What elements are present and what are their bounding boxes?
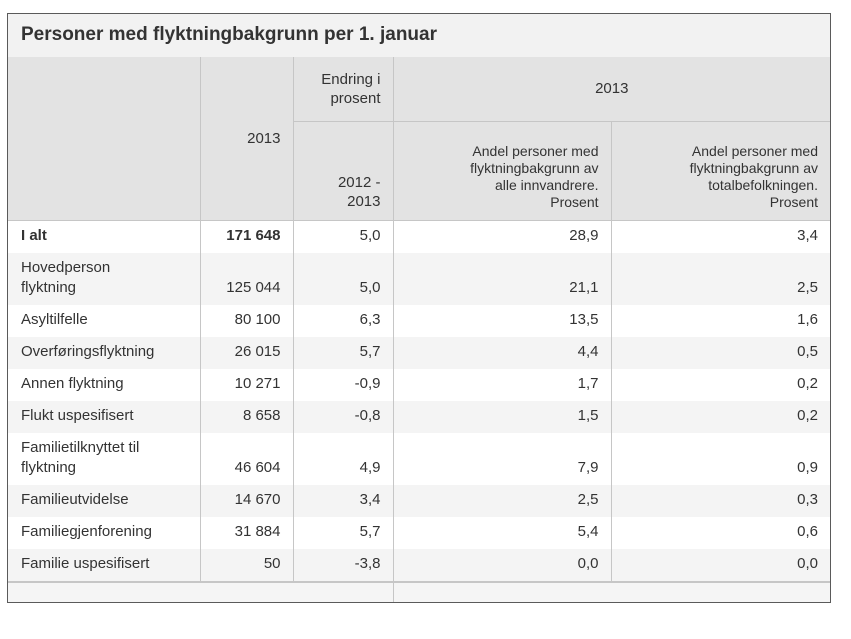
cell-share-immigrants: 1,5 — [392, 400, 611, 433]
statistics-table-panel: Personer med flyktningbakgrunn per 1. ja… — [7, 13, 831, 603]
cell-share-immigrants: 21,1 — [392, 252, 611, 305]
cell-share-population: 0,3 — [610, 484, 830, 517]
row-label: Flukt uspesifisert — [21, 406, 134, 424]
row-label: I alt — [21, 226, 47, 244]
cell-change-percent: 5,7 — [292, 516, 393, 549]
cell-total-2013: 26 015 — [199, 336, 293, 369]
cell-share-population: 0,6 — [610, 516, 830, 549]
cell-total-2013: 31 884 — [199, 516, 293, 549]
cell-share-immigrants: 0,0 — [392, 548, 611, 582]
row-label: Familietilknyttet til flyktning — [21, 438, 140, 476]
row-label: Familie uspesifisert — [21, 554, 150, 572]
header-empty-cell — [8, 57, 200, 221]
table-row: Familietilknyttet til flyktning 46 604 4… — [8, 432, 830, 485]
cell-share-population: 2,5 — [610, 252, 830, 305]
cell-share-immigrants: 7,9 — [392, 432, 611, 485]
header-year-2013: 2013 — [199, 57, 293, 221]
cell-change-percent: -0,9 — [292, 368, 393, 401]
table-row: Annen flyktning 10 271 -0,9 1,7 0,2 — [8, 368, 830, 401]
header-year-group-2013: 2013 — [392, 57, 830, 122]
cell-share-immigrants: 13,5 — [392, 304, 611, 337]
row-label: Asyltilfelle — [21, 310, 88, 328]
header-period-2012-2013: 2012 - 2013 — [292, 121, 393, 221]
header-row-sub: 2012 - 2013 Andel personer med flyktning… — [8, 121, 830, 221]
cell-share-population: 1,6 — [610, 304, 830, 337]
cell-total-2013: 10 271 — [199, 368, 293, 401]
cell-share-population: 0,2 — [610, 368, 830, 401]
statistics-table: 2013 Endring i prosent 2013 2012 - 2013 … — [8, 57, 830, 602]
table-row: Overføringsflyktning 26 015 5,7 4,4 0,5 — [8, 336, 830, 369]
cell-change-percent: 4,9 — [292, 432, 393, 485]
row-label: Familieutvidelse — [21, 490, 129, 508]
footer-strip-left — [8, 580, 393, 602]
cell-share-population: 0,9 — [610, 432, 830, 485]
cell-total-2013: 171 648 — [199, 220, 293, 253]
table-row: Familie uspesifisert 50 -3,8 0,0 0,0 — [8, 548, 830, 582]
header-row-top: 2013 Endring i prosent 2013 — [8, 57, 830, 221]
cell-change-percent: 6,3 — [292, 304, 393, 337]
cell-share-immigrants: 2,5 — [392, 484, 611, 517]
cell-total-2013: 46 604 — [199, 432, 293, 485]
cell-share-immigrants: 5,4 — [392, 516, 611, 549]
cell-change-percent: 5,0 — [292, 252, 393, 305]
table-row: Familiegjenforening 31 884 5,7 5,4 0,6 — [8, 516, 830, 549]
table-row: I alt 171 648 5,0 28,9 3,4 — [8, 220, 830, 253]
cell-total-2013: 14 670 — [199, 484, 293, 517]
header-share-population: Andel personer med flyktningbakgrunn av … — [610, 121, 830, 221]
row-label: Familiegjenforening — [21, 522, 152, 540]
table-row: Flukt uspesifisert 8 658 -0,8 1,5 0,2 — [8, 400, 830, 433]
row-label: Annen flyktning — [21, 374, 124, 392]
table-title-bar: Personer med flyktningbakgrunn per 1. ja… — [8, 14, 830, 57]
cell-total-2013: 8 658 — [199, 400, 293, 433]
cell-total-2013: 80 100 — [199, 304, 293, 337]
table-footer-row — [8, 580, 830, 602]
table-body: I alt 171 648 5,0 28,9 3,4 Hovedperson f… — [8, 220, 830, 582]
table-row: Familieutvidelse 14 670 3,4 2,5 0,3 — [8, 484, 830, 517]
cell-share-population: 0,0 — [610, 548, 830, 582]
table-footer — [8, 580, 830, 602]
cell-change-percent: -3,8 — [292, 548, 393, 582]
header-share-immigrants: Andel personer med flyktningbakgrunn av … — [392, 121, 611, 221]
cell-change-percent: 5,0 — [292, 220, 393, 253]
cell-share-population: 0,2 — [610, 400, 830, 433]
row-label: Hovedperson flyktning — [21, 258, 111, 296]
cell-total-2013: 125 044 — [199, 252, 293, 305]
table-row: Hovedperson flyktning 125 044 5,0 21,1 2… — [8, 252, 830, 305]
cell-change-percent: 3,4 — [292, 484, 393, 517]
cell-change-percent: 5,7 — [292, 336, 393, 369]
row-label: Overføringsflyktning — [21, 342, 155, 360]
cell-change-percent: -0,8 — [292, 400, 393, 433]
table-title: Personer med flyktningbakgrunn per 1. ja… — [21, 24, 437, 45]
table-header: 2013 Endring i prosent 2013 2012 - 2013 … — [8, 57, 830, 221]
cell-share-population: 0,5 — [610, 336, 830, 369]
cell-share-immigrants: 28,9 — [392, 220, 611, 253]
table-row: Asyltilfelle 80 100 6,3 13,5 1,6 — [8, 304, 830, 337]
cell-share-immigrants: 4,4 — [392, 336, 611, 369]
cell-total-2013: 50 — [199, 548, 293, 582]
footer-strip-right — [392, 580, 830, 602]
cell-share-population: 3,4 — [610, 220, 830, 253]
cell-share-immigrants: 1,7 — [392, 368, 611, 401]
header-endring-prosent: Endring i prosent — [292, 57, 393, 122]
